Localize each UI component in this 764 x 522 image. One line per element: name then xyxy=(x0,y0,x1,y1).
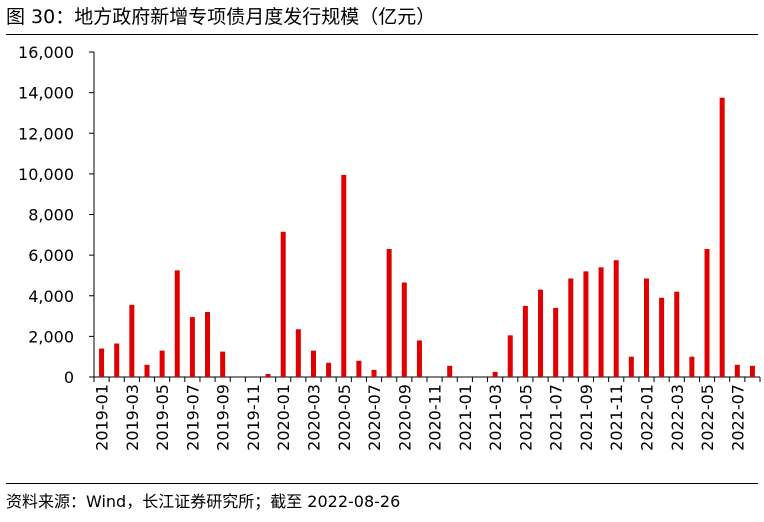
bar-2019-03 xyxy=(129,304,135,377)
x-tick-label: 2022-03 xyxy=(668,384,687,451)
y-tick-label: 12,000 xyxy=(18,124,74,143)
source-divider xyxy=(6,483,758,484)
bar-2021-06 xyxy=(538,289,544,377)
x-tick-label: 2020-07 xyxy=(365,384,384,451)
bar-2020-05 xyxy=(341,174,347,377)
x-tick-label: 2022-07 xyxy=(728,384,747,451)
bar-2020-07 xyxy=(371,369,377,377)
x-tick-label: 2019-03 xyxy=(123,384,142,451)
bar-2021-10 xyxy=(598,267,604,377)
bar-2020-06 xyxy=(356,360,362,377)
bar-2019-04 xyxy=(144,364,150,377)
bar-2021-05 xyxy=(522,305,528,377)
y-tick-label: 4,000 xyxy=(28,287,74,306)
x-axis-ticks: 2019-01 2019-03 2019-05 2019-07 2019-09 2019-… xyxy=(93,377,761,451)
x-tick-label: 2020-05 xyxy=(335,384,354,451)
bar-2021-12 xyxy=(628,356,634,377)
x-tick-label: 2021-01 xyxy=(456,384,475,451)
bar-2022-01 xyxy=(643,278,649,377)
bar-2019-07 xyxy=(189,317,195,377)
bar-2022-03 xyxy=(674,291,680,377)
bar-2021-07 xyxy=(553,307,559,377)
bar-2020-12 xyxy=(447,365,453,377)
bar-2020-08 xyxy=(386,249,392,377)
y-tick-label: 6,000 xyxy=(28,246,74,265)
y-tick-label: 8,000 xyxy=(28,206,74,225)
bar-2019-12 xyxy=(265,373,271,377)
y-tick-label: 2,000 xyxy=(28,327,74,346)
x-tick-label: 2019-11 xyxy=(244,384,263,451)
x-tick-label: 2021-09 xyxy=(577,384,596,451)
y-tick-label: 14,000 xyxy=(18,84,74,103)
x-tick-label: 2022-05 xyxy=(698,384,717,451)
source-note: 资料来源：Wind，长江证券研究所；截至 2022-08-26 xyxy=(6,492,401,511)
x-tick-label: 2021-11 xyxy=(607,384,626,451)
y-tick-label: 10,000 xyxy=(18,165,74,184)
x-tick-label: 2019-09 xyxy=(214,384,233,451)
bar-2022-02 xyxy=(659,297,665,377)
x-tick-label: 2020-09 xyxy=(395,384,414,451)
x-tick-label: 2020-03 xyxy=(304,384,323,451)
y-tick-label: 0 xyxy=(64,368,74,387)
x-tick-label: 2021-07 xyxy=(547,384,566,451)
title-divider xyxy=(6,34,758,35)
bar-2022-07 xyxy=(734,364,740,377)
bar-2021-04 xyxy=(507,335,513,377)
chart-title: 图 30：地方政府新增专项债月度发行规模（亿元） xyxy=(6,6,436,28)
bar-2021-09 xyxy=(583,271,589,377)
bar-2022-05 xyxy=(704,249,710,377)
bar-2020-03 xyxy=(310,350,316,377)
x-tick-label: 2020-01 xyxy=(274,384,293,451)
x-tick-label: 2022-01 xyxy=(637,384,656,451)
x-tick-label: 2019-01 xyxy=(93,384,112,451)
bar-2019-06 xyxy=(174,270,180,377)
x-tick-label: 2020-11 xyxy=(426,384,445,451)
bar-2019-08 xyxy=(205,312,211,377)
bar-2021-08 xyxy=(568,278,574,377)
x-tick-label: 2021-05 xyxy=(516,384,535,451)
bar-2021-03 xyxy=(492,371,498,377)
x-tick-label: 2021-03 xyxy=(486,384,505,451)
bar-2019-01 xyxy=(99,348,105,377)
bar-2020-02 xyxy=(295,329,301,377)
bar-2019-02 xyxy=(114,343,120,377)
bar-2022-06 xyxy=(719,97,725,377)
bar-chart: 0 2,000 4,000 6,000 8,000 10,000 12,000 14,000 1… xyxy=(18,43,761,451)
x-tick-label: 2019-07 xyxy=(183,384,202,451)
y-tick-label: 16,000 xyxy=(18,43,74,62)
bar-2019-05 xyxy=(159,350,165,377)
x-tick-label: 2019-05 xyxy=(153,384,172,451)
bar-2022-04 xyxy=(689,356,695,377)
bar-2021-11 xyxy=(613,260,619,377)
y-axis-ticks: 0 2,000 4,000 6,000 8,000 10,000 12,000 14,000 1… xyxy=(18,43,94,387)
chart-bars xyxy=(99,97,755,377)
bar-2020-10 xyxy=(416,340,422,377)
bar-2019-09 xyxy=(220,351,226,377)
bar-2020-09 xyxy=(401,282,407,377)
bar-2020-01 xyxy=(280,231,286,377)
bar-2020-04 xyxy=(326,362,332,377)
bar-2022-08 xyxy=(749,365,755,377)
